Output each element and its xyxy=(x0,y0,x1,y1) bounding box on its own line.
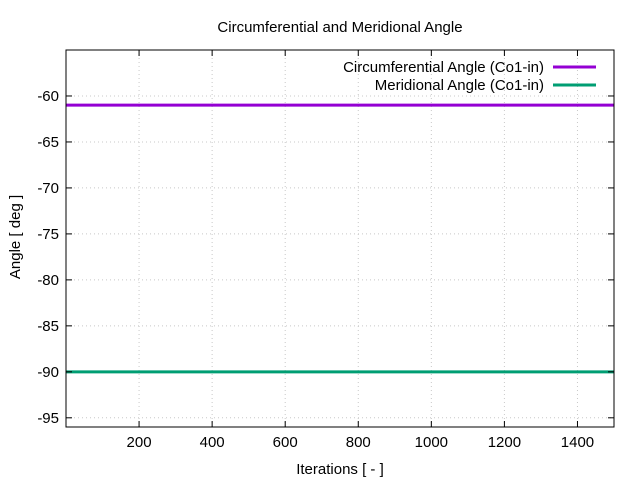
x-tick-label: 200 xyxy=(127,434,152,451)
y-tick-label: -60 xyxy=(37,88,59,105)
y-tick-label: -65 xyxy=(37,134,59,151)
plot-frame xyxy=(65,49,615,428)
y-tick-label: -90 xyxy=(37,364,59,381)
y-axis-label: Angle [ deg ] xyxy=(7,195,24,279)
y-tick-label: -80 xyxy=(37,272,59,289)
y-tick-label: -70 xyxy=(37,180,59,197)
ticks: 200 400 600 800 1000 1200 1400 -60 -65 -70 -75 -80 -… xyxy=(37,50,614,451)
x-tick-label: 400 xyxy=(200,434,225,451)
y-tick-label: -75 xyxy=(37,226,59,243)
y-tick-label: -85 xyxy=(37,318,59,335)
legend-label-1: Circumferential Angle (Co1-in) xyxy=(343,59,544,76)
x-tick-label: 1200 xyxy=(488,434,521,451)
x-tick-label: 800 xyxy=(346,434,371,451)
x-tick-label: 1400 xyxy=(561,434,594,451)
x-tick-label: 1000 xyxy=(415,434,448,451)
y-tick-label: -95 xyxy=(37,410,59,427)
legend: Circumferential Angle (Co1-in)Meridional… xyxy=(343,59,596,94)
x-axis-label: Iterations [ - ] xyxy=(296,461,384,478)
series-lines xyxy=(66,103,614,374)
legend-label-2: Meridional Angle (Co1-in) xyxy=(375,77,544,94)
chart-title: Circumferential and Meridional Angle xyxy=(217,19,462,36)
x-tick-label: 600 xyxy=(273,434,298,451)
